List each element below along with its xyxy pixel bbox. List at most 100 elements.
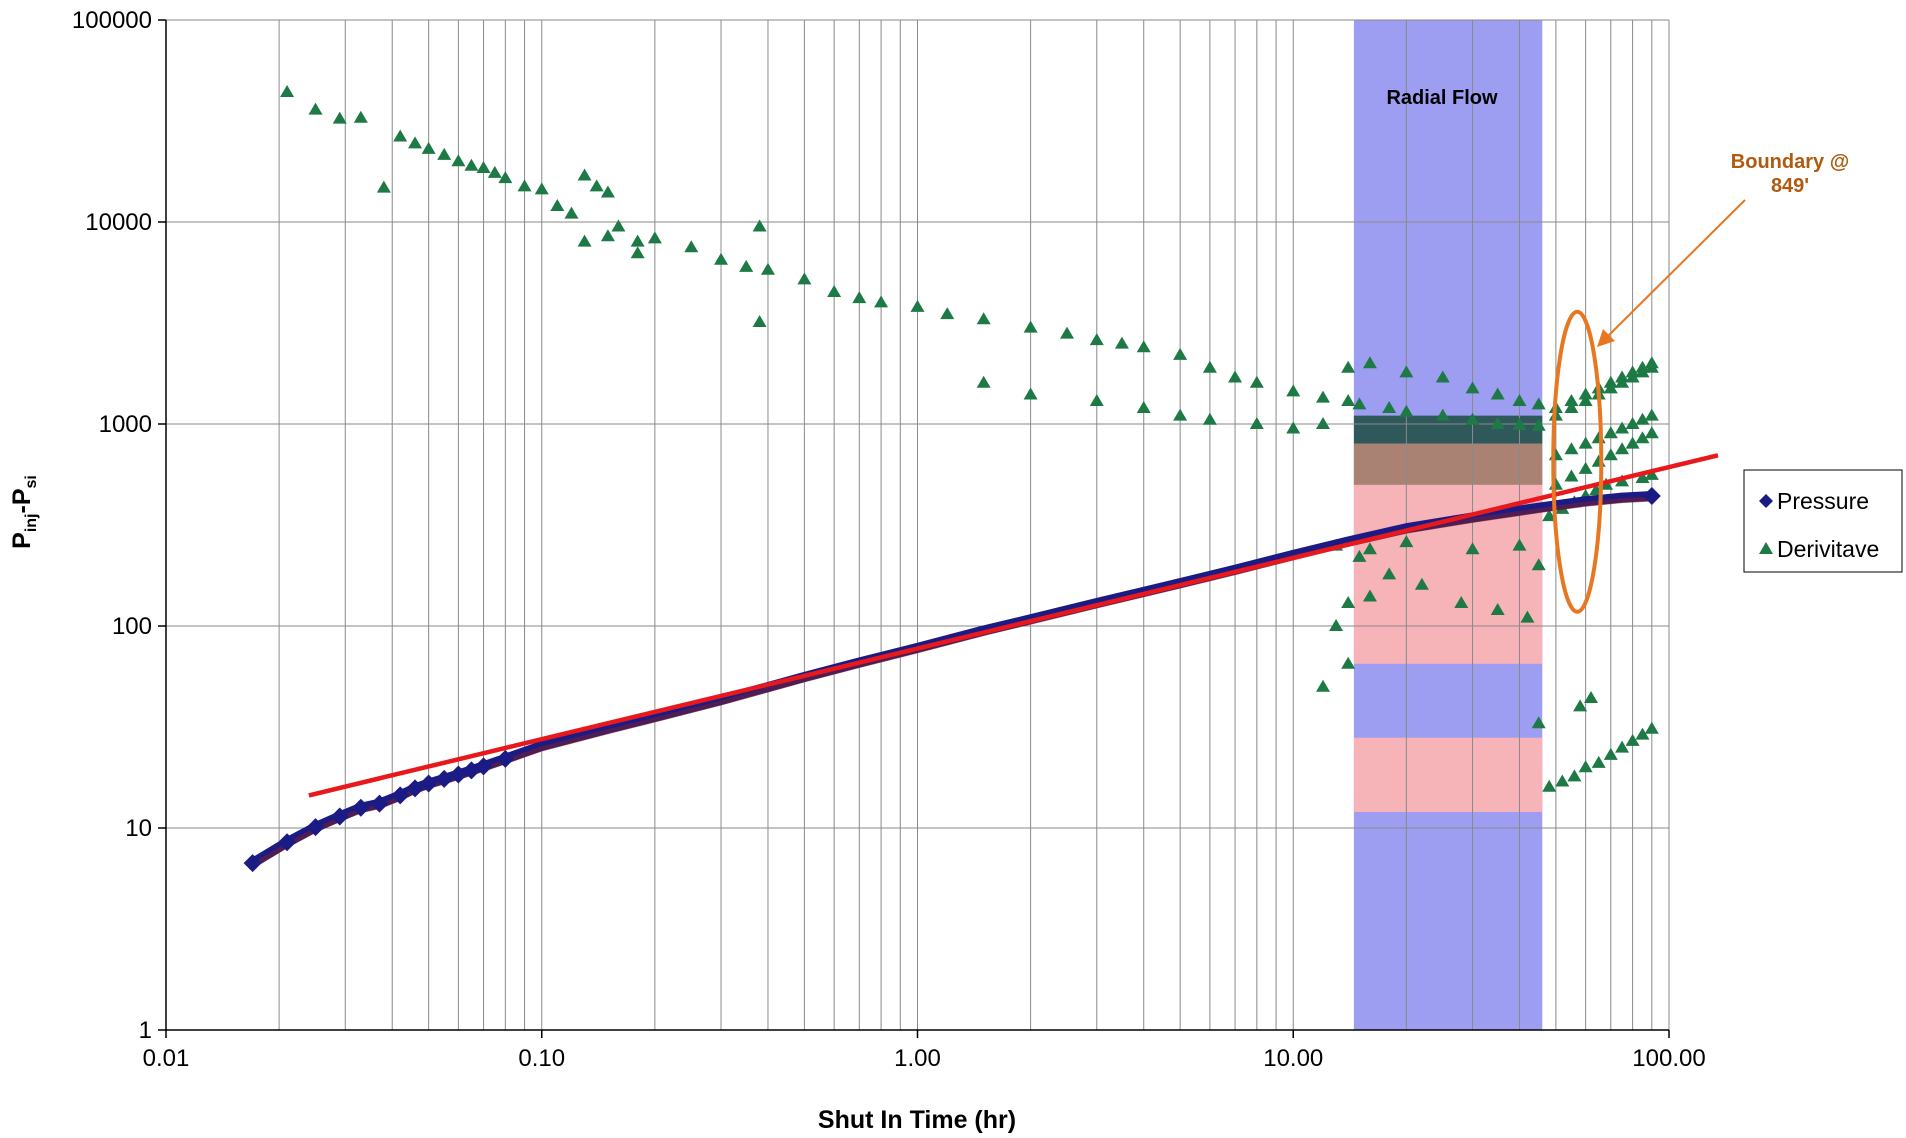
- pressure-point: [278, 833, 297, 852]
- derivative-point: [1382, 567, 1397, 580]
- y-tick-label: 1000: [99, 411, 152, 438]
- derivative-point: [940, 307, 955, 320]
- derivative-point: [564, 206, 579, 219]
- derivative-point: [1490, 603, 1505, 616]
- derivative-point: [1173, 347, 1188, 360]
- derivative-point: [1286, 384, 1301, 397]
- x-tick-label: 0.01: [143, 1045, 190, 1072]
- legend-pressure-label: Pressure: [1777, 488, 1869, 514]
- derivative-point: [534, 182, 549, 195]
- derivative-point: [1635, 471, 1650, 484]
- derivative-point: [1644, 360, 1659, 373]
- pressure-point: [496, 749, 515, 768]
- derivative-point: [1644, 721, 1659, 734]
- derivative-point: [1435, 408, 1450, 421]
- legend: Pressure Derivitave: [1743, 469, 1903, 573]
- derivative-point: [1635, 431, 1650, 444]
- derivative-point: [1249, 375, 1264, 388]
- x-tick-label: 100.00: [1632, 1045, 1705, 1072]
- derivative-point: [1591, 755, 1606, 768]
- derivative-point: [1465, 542, 1480, 555]
- annotation-arrow-head: [1597, 329, 1615, 347]
- derivative-point: [600, 229, 615, 242]
- derivative-point: [910, 299, 925, 312]
- derivative-point: [1490, 417, 1505, 429]
- derivative-point: [1341, 656, 1356, 669]
- derivative-point: [630, 246, 645, 259]
- derivative-point: [1564, 442, 1579, 455]
- legend-box: [1743, 469, 1903, 573]
- pressure-trace: [250, 491, 1653, 868]
- derivative-point: [1635, 727, 1650, 740]
- derivative-point: [498, 171, 513, 184]
- derivative-point: [1591, 431, 1606, 444]
- derivative-point: [1625, 370, 1640, 383]
- derivative-point: [1341, 393, 1356, 406]
- derivative-point: [1382, 401, 1397, 414]
- band-brown-overlay: [1353, 443, 1543, 485]
- derivative-point: [760, 262, 775, 275]
- pressure-point: [391, 786, 410, 805]
- derivative-point: [464, 158, 479, 171]
- derivative-point: [1490, 387, 1505, 400]
- derivative-point: [611, 219, 626, 232]
- derivative-point: [1512, 538, 1527, 551]
- derivative-point: [589, 179, 604, 192]
- derivative-point: [1531, 716, 1546, 729]
- derivative-point: [1625, 733, 1640, 746]
- derivative-point: [1362, 542, 1377, 555]
- derivative-point: [487, 165, 502, 178]
- derivative-point: [1114, 336, 1129, 349]
- pressure-point: [474, 757, 493, 776]
- derivative-point: [1341, 595, 1356, 608]
- derivative-point: [1173, 408, 1188, 421]
- derivative-point: [976, 375, 991, 388]
- y-tick-label: 1: [139, 1017, 152, 1044]
- pressure-point: [406, 779, 425, 798]
- derivative-point: [1603, 448, 1618, 461]
- derivative-point: [1454, 595, 1469, 608]
- derivative-point: [1414, 577, 1429, 590]
- legend-derivative-label: Derivitave: [1777, 536, 1879, 562]
- derivative-point: [1644, 408, 1659, 421]
- derivative-point: [1399, 404, 1414, 417]
- derivative-point: [797, 272, 812, 285]
- derivative-point: [1615, 442, 1630, 455]
- y-axis-title: Pinj-Psi: [8, 475, 40, 549]
- derivative-point: [1316, 679, 1331, 692]
- derivative-point: [1635, 412, 1650, 425]
- derivative-point: [517, 179, 532, 192]
- derivative-point: [332, 111, 347, 124]
- derivative-point: [353, 110, 368, 123]
- derivative-point: [1578, 393, 1593, 406]
- derivative-point: [1635, 365, 1650, 378]
- derivative-point: [1564, 401, 1579, 414]
- derivative-point: [1286, 421, 1301, 434]
- derivative-point: [408, 136, 423, 149]
- derivative-series: [280, 85, 1659, 792]
- derivative-point: [1548, 448, 1563, 461]
- y-tick-label: 100000: [72, 7, 152, 34]
- annotation-line2: 849': [1771, 175, 1809, 197]
- derivative-point: [976, 312, 991, 325]
- derivative-point: [1555, 774, 1570, 787]
- derivative-point: [1435, 370, 1450, 383]
- derivative-point: [1399, 535, 1414, 548]
- boundary-annotation: Boundary @ 849': [1551, 151, 1849, 614]
- derivative-point: [1362, 589, 1377, 602]
- derivative-point: [1352, 397, 1367, 410]
- derivative-point: [577, 234, 592, 247]
- derivative-point: [752, 314, 767, 327]
- derivative-point: [600, 185, 615, 198]
- y-tick-label: 10000: [85, 209, 152, 236]
- derivative-point: [451, 154, 466, 167]
- axes: 0.01 0.10 1.00 10.00 100.00 1 10 100 1000 10000 10…: [72, 7, 1706, 1072]
- derivative-point: [752, 219, 767, 232]
- derivative-point: [1531, 397, 1546, 410]
- derivative-point: [1578, 436, 1593, 449]
- gridlines: [165, 19, 1670, 1031]
- x-axis-title: Shut In Time (hr): [818, 1106, 1016, 1134]
- derivative-point: [1341, 360, 1356, 373]
- derivative-point: [437, 147, 452, 160]
- derivative-point: [1625, 417, 1640, 429]
